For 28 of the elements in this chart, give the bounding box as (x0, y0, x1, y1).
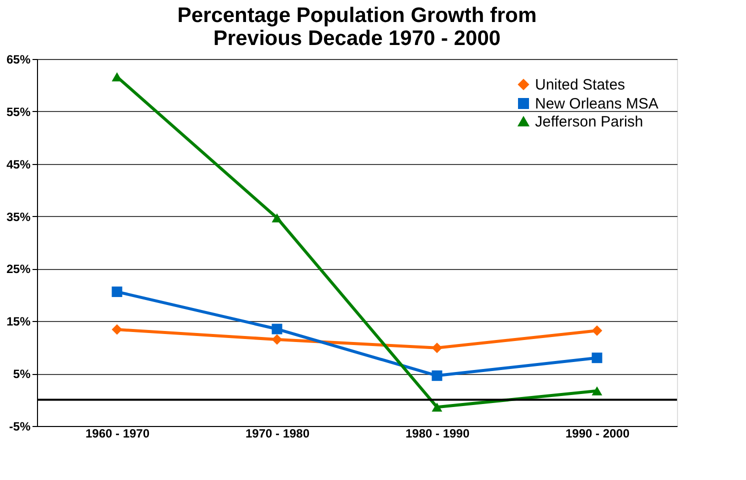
point (272, 334, 282, 345)
legend-label: United States (535, 76, 626, 94)
y-tick-label: 55% (6, 104, 31, 119)
y-tick-label: 45% (6, 157, 31, 172)
x-tick-label: 1980 - 1990 (405, 426, 470, 440)
y-tick-label: 5% (13, 367, 31, 382)
legend-label: New Orleans MSA (535, 96, 658, 112)
point (432, 370, 442, 381)
point (432, 402, 442, 412)
y-tick-label: -5% (9, 420, 31, 434)
y-tick-label: 35% (6, 210, 31, 224)
y-tick-label: 25% (6, 262, 31, 276)
legend-label: Jefferson Parish (535, 114, 644, 130)
point (272, 213, 282, 222)
point (272, 324, 282, 334)
x-tick-label: 1990 - 2000 (565, 426, 630, 440)
point (112, 324, 122, 335)
point (592, 325, 602, 336)
y-tick-label: 15% (6, 314, 31, 329)
x-tick-label: 1960 - 1970 (85, 426, 150, 440)
text: Previous Decade 1970 - 2000 (213, 27, 501, 50)
point (592, 386, 602, 396)
y-tick-label: 65% (6, 52, 31, 66)
text: Percentage Population Growth from (177, 4, 537, 27)
point (432, 342, 442, 354)
point (592, 352, 602, 364)
point (112, 286, 122, 298)
x-tick-label: 1970 - 1980 (245, 426, 310, 440)
